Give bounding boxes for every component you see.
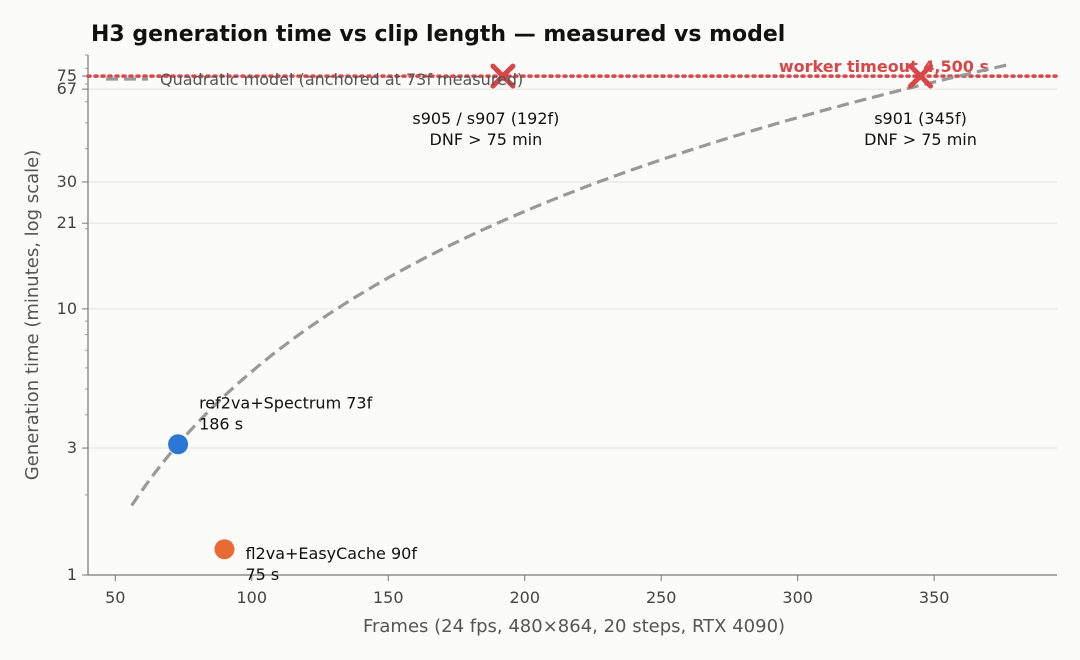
x-tick-label: 50 — [105, 588, 125, 607]
x-tick-label: 100 — [237, 588, 268, 607]
point-sublabel: 186 s — [199, 414, 243, 433]
dnf-point-marker — [490, 63, 516, 89]
y-tick-label: 21 — [57, 213, 77, 232]
model-curve-group — [130, 62, 1011, 507]
axes — [87, 55, 1057, 576]
point-sublabel: 75 s — [245, 565, 279, 584]
x-tick-label: 250 — [646, 588, 677, 607]
model-curve — [130, 62, 1011, 507]
y-axis-label: Generation time (minutes, log scale) — [22, 150, 43, 480]
point-label: fl2va+EasyCache 90f — [245, 544, 417, 563]
x-axis-label: Frames (24 fps, 480×864, 20 steps, RTX 4… — [363, 616, 785, 637]
point-label: s901 (345f) — [874, 109, 967, 128]
point-sublabel: DNF > 75 min — [430, 130, 543, 149]
data-points: ref2va+Spectrum 73f 186 s fl2va+EasyCache … — [168, 63, 977, 584]
timeout-line-group: worker timeout 4,500 s — [86, 57, 1059, 78]
legend-entry: Quadratic model (anchored at 73f measure… — [160, 70, 523, 89]
y-tick-label: 67 — [57, 79, 77, 98]
gridlines — [88, 75, 1057, 576]
dnf-point-marker — [908, 63, 934, 89]
x-tick-label: 200 — [509, 588, 540, 607]
point-label: ref2va+Spectrum 73f — [199, 393, 373, 412]
point-label: s905 / s907 (192f) — [412, 109, 559, 128]
measured-point-marker — [214, 539, 235, 560]
x-tick-label: 350 — [919, 588, 950, 607]
x-tick-label: 300 — [782, 588, 813, 607]
measured-point-marker — [168, 434, 189, 455]
y-tick-label: 30 — [57, 172, 77, 191]
legend: Quadratic model (anchored at 73f measure… — [106, 70, 523, 89]
y-tick-label: 75 — [57, 66, 77, 85]
y-tick-label: 10 — [57, 299, 77, 318]
timeout-label: worker timeout 4,500 s — [779, 57, 989, 76]
y-tick-label: 3 — [67, 438, 77, 457]
point-sublabel: DNF > 75 min — [864, 130, 977, 149]
y-tick-label: 1 — [67, 565, 77, 584]
x-tick-label: 150 — [373, 588, 404, 607]
chart-title: H3 generation time vs clip length — meas… — [91, 22, 785, 47]
